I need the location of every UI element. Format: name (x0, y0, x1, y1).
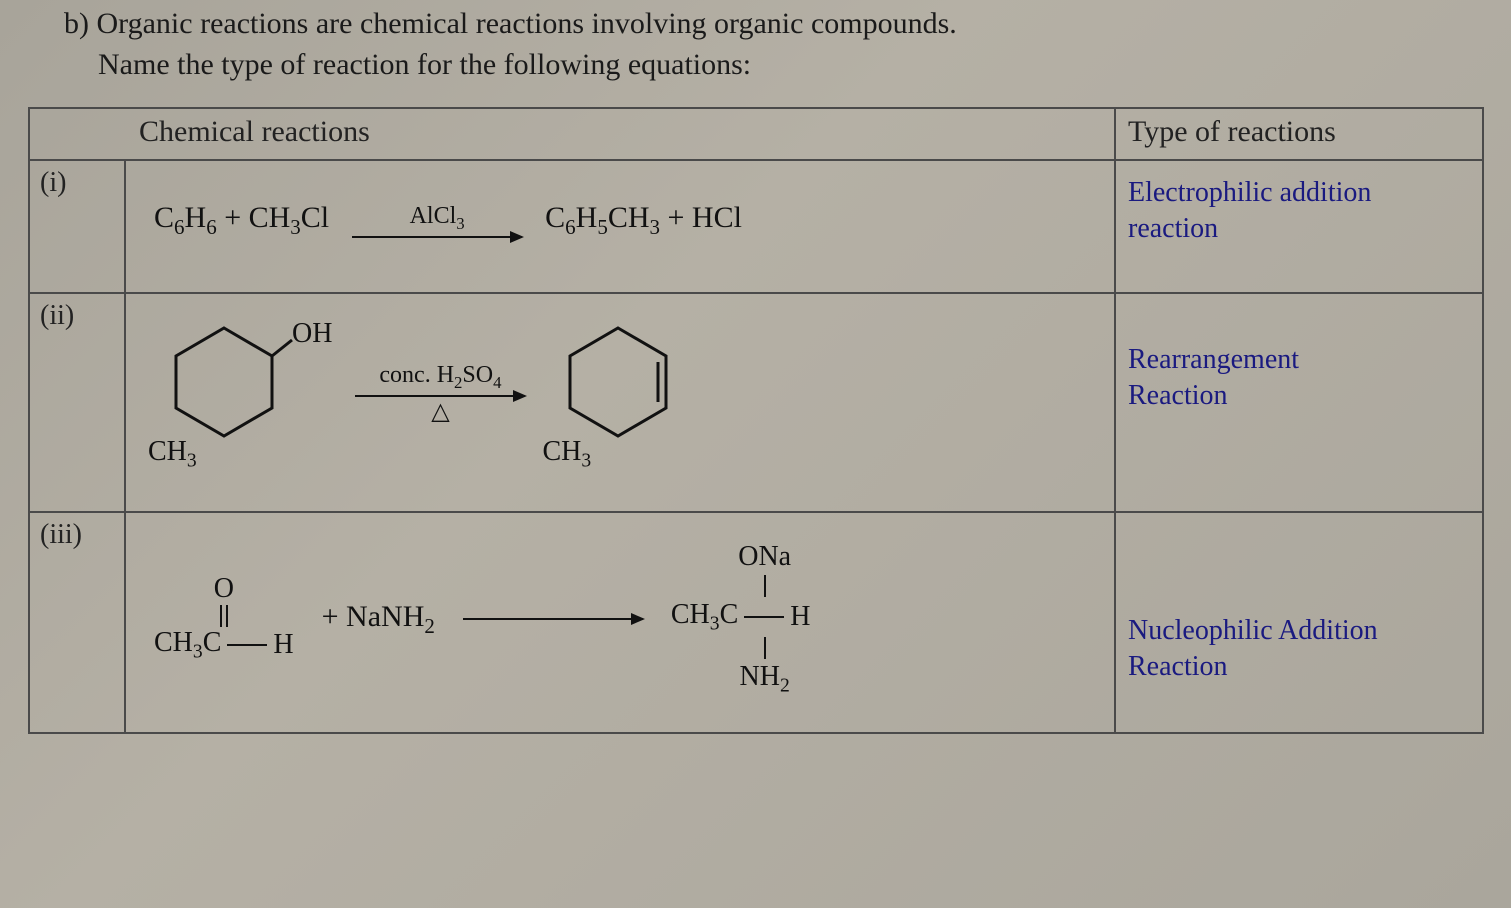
single-bond-icon (764, 575, 766, 597)
single-bond-icon (227, 644, 267, 646)
arrow-line-icon (463, 618, 643, 620)
reagent: + NaNH2 (322, 600, 435, 639)
answer-cell: Rearrangement Reaction (1115, 293, 1483, 512)
ald-left: CH3C (154, 627, 221, 664)
q-line1: Organic reactions are chemical reactions… (97, 7, 957, 40)
double-bond-icon (223, 605, 225, 627)
q-label: b) (64, 7, 89, 40)
answer-cell: Electrophilic addition reaction (1115, 160, 1483, 293)
arrow-reagent: AlCl3 (410, 203, 465, 234)
table-row: (iii) O CH3C H + NaNH2 (29, 512, 1483, 733)
lhs-formula: C6H6 + CH3Cl (154, 201, 329, 240)
acetaldehyde-struct: O CH3C H (154, 575, 294, 664)
single-bond-icon (764, 637, 766, 659)
reaction-cell: OH CH3 conc. H2SO4 △ (125, 293, 1115, 512)
q-line2: Name the type of reaction for the follow… (98, 48, 751, 81)
hdr-type: Type of reactions (1115, 108, 1483, 160)
reactions-table: Chemical reactions Type of reactions (i)… (28, 107, 1484, 734)
answer-line1: Nucleophilic Addition (1128, 613, 1470, 649)
hdr-reactions: Chemical reactions (125, 108, 1115, 160)
cyclohexene-ring-icon (548, 316, 688, 446)
ona-label: ONa (738, 541, 791, 573)
row-num: (i) (29, 160, 125, 293)
row-num: (iii) (29, 512, 125, 733)
nh2-label: NH2 (740, 661, 790, 698)
product-struct: ONa CH3C H NH2 (671, 541, 811, 698)
answer-line1: Rearrangement (1128, 342, 1470, 378)
table-row: (ii) OH CH3 (29, 293, 1483, 512)
answer-line2: reaction (1128, 211, 1470, 247)
answer-cell: Nucleophilic Addition Reaction (1115, 512, 1483, 733)
rhs-formula: C6H5CH3 + HCl (545, 201, 742, 240)
ch3-sub-label: CH3 (148, 436, 197, 473)
ald-right: H (273, 629, 293, 661)
row-num: (ii) (29, 293, 125, 512)
reaction-arrow: AlCl3 (347, 203, 527, 238)
reaction-cell: O CH3C H + NaNH2 ONa (125, 512, 1115, 733)
arrow-reagent: conc. H2SO4 (379, 362, 501, 393)
cyclohexanol-struct: OH CH3 (154, 316, 332, 473)
question-text: b) Organic reactions are chemical reacti… (62, 0, 1483, 107)
hdr-blank (29, 108, 125, 160)
arrow-heat: △ (431, 397, 449, 426)
prod-left: CH3C (671, 599, 738, 636)
ch3-sub-label: CH3 (542, 436, 591, 473)
arrow-line-icon (352, 236, 522, 238)
reaction-cell: C6H6 + CH3Cl AlCl3 C6H5CH3 + HCl (125, 160, 1115, 293)
answer-line2: Reaction (1128, 378, 1470, 414)
arrow-line-icon (355, 395, 525, 397)
oh-label: OH (292, 318, 332, 350)
cyclohexane-ring-icon (154, 316, 294, 446)
page: b) Organic reactions are chemical reacti… (0, 0, 1511, 734)
answer-line1: Electrophilic addition (1128, 175, 1470, 211)
reaction-arrow: conc. H2SO4 △ (350, 362, 530, 426)
table-header-row: Chemical reactions Type of reactions (29, 108, 1483, 160)
single-bond-icon (744, 616, 784, 618)
table-row: (i) C6H6 + CH3Cl AlCl3 C6H5CH3 + HCl Ele… (29, 160, 1483, 293)
carbonyl-o: O (214, 575, 234, 603)
prod-right: H (790, 601, 810, 633)
methylcyclohexene-struct: CH3 (548, 316, 688, 473)
answer-line2: Reaction (1128, 649, 1470, 685)
